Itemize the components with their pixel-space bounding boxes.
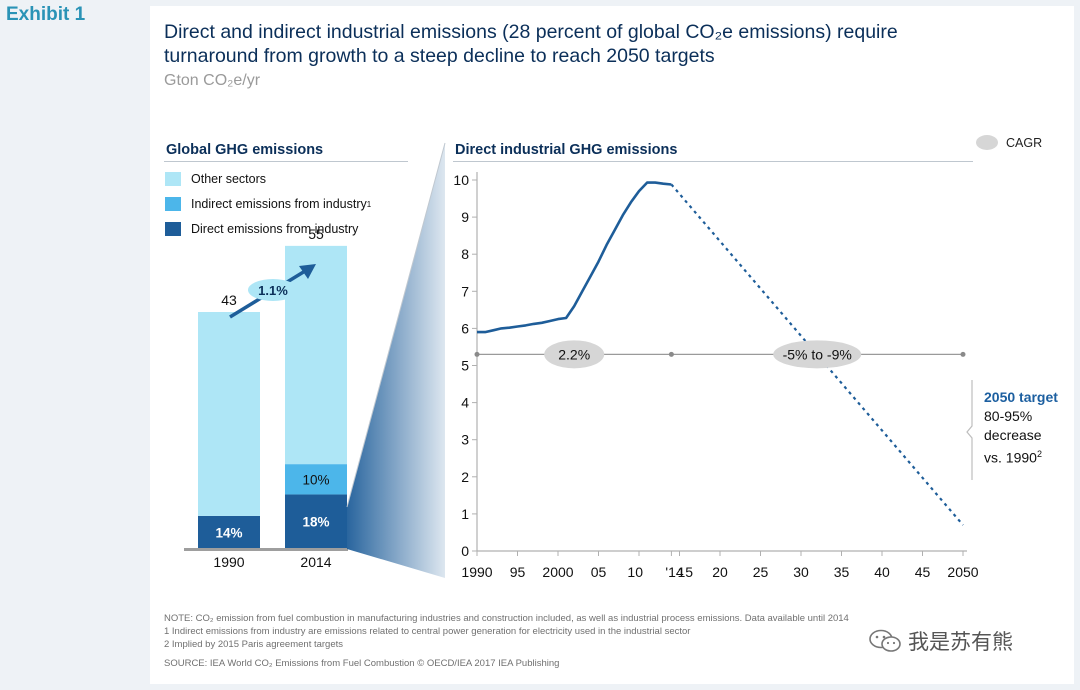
bar-category-label: 1990	[213, 554, 244, 570]
cagr-bubble	[773, 340, 862, 369]
bar-segment-direct	[198, 515, 260, 549]
legend-label: Indirect emissions from industry	[191, 197, 367, 211]
bar-segment-label-indirect: 10%	[302, 472, 329, 487]
cagr-legend-label: CAGR	[1006, 135, 1043, 150]
legend-item: Indirect emissions from industry 1	[165, 197, 371, 211]
x-tick-label: 20	[712, 564, 728, 580]
page-title: Direct and indirect industrial emissions…	[164, 21, 898, 67]
growth-label: 1.1%	[258, 283, 288, 298]
bar-segment-label-direct: 18%	[302, 515, 329, 530]
y-tick-label: 1	[461, 506, 469, 522]
legend-swatch	[165, 172, 181, 186]
x-tick-label: 2050	[947, 564, 978, 580]
zoom-connector	[347, 143, 445, 578]
bar-segment-other	[285, 245, 347, 465]
x-tick-label: 95	[510, 564, 526, 580]
x-tick-label: 05	[591, 564, 607, 580]
bar-baseline	[184, 548, 348, 551]
y-tick-label: 5	[461, 358, 469, 374]
watermark-text: 我是苏有熊	[908, 631, 1013, 654]
target-line-2: decrease	[984, 427, 1042, 443]
x-tick-label: 2000	[542, 564, 573, 580]
legend-item: Direct emissions from industry	[165, 222, 358, 236]
source-line: SOURCE: IEA World CO₂ Emissions from Fue…	[164, 658, 560, 669]
cagr-bubble	[544, 340, 605, 369]
footnotes: NOTE: CO₂ emission from fuel combustion …	[164, 612, 849, 670]
bar-segment-indirect	[285, 464, 347, 495]
line-chart-title: Direct industrial GHG emissions	[455, 142, 678, 158]
x-tick-label: 25	[753, 564, 769, 580]
legend-label: Other sectors	[191, 172, 267, 186]
y-tick-label: 3	[461, 432, 469, 448]
x-tick-label: 35	[834, 564, 850, 580]
watermark: 我是苏有熊	[868, 626, 1013, 656]
cagr-label: -5% to -9%	[783, 346, 852, 362]
legend-swatch	[165, 197, 181, 211]
wechat-icon	[869, 629, 901, 652]
target-line-3: vs. 1990	[984, 449, 1037, 466]
bar-title-rule	[164, 161, 408, 162]
x-tick-label: 30	[793, 564, 809, 580]
cagr-legend-swatch	[976, 135, 998, 150]
y-tick-label: 8	[461, 246, 469, 262]
bar-chart-title: Global GHG emissions	[166, 142, 324, 158]
x-tick-label: 1990	[461, 564, 492, 580]
legend-footnote-mark: 1	[366, 199, 372, 209]
cagr-point	[668, 351, 674, 357]
bar-total-label: 43	[221, 292, 237, 308]
zoom-connector-edge	[346, 142, 446, 508]
y-tick-label: 0	[461, 543, 469, 559]
bar-segment-direct	[285, 494, 347, 549]
target-bracket	[966, 380, 973, 480]
cagr-legend: CAGR	[976, 135, 1042, 150]
x-tick-label: 10	[627, 564, 643, 580]
x-tick-label: 40	[874, 564, 890, 580]
cagr-label: 2.2%	[558, 346, 590, 362]
y-tick-label: 7	[461, 283, 469, 299]
target-heading: 2050 target	[984, 389, 1058, 405]
y-tick-label: 10	[453, 172, 469, 188]
target-2050: 2050 target 80-95% decrease vs. 19902	[984, 388, 1058, 468]
y-tick-label: 4	[461, 395, 469, 411]
growth-bubble	[248, 279, 298, 301]
growth-arrow-head	[299, 264, 316, 279]
legend-swatch	[165, 222, 181, 236]
unit-subtitle: Gton CO₂e/yr	[164, 72, 261, 89]
y-tick-label: 2	[461, 469, 469, 485]
target-line-1: 80-95%	[984, 408, 1033, 424]
exhibit-label: Exhibit 1	[6, 4, 86, 25]
y-tick-label: 6	[461, 320, 469, 336]
x-tick-label: 15	[678, 564, 694, 580]
line-title-rule	[453, 161, 973, 162]
note-line: NOTE: CO₂ emission from fuel combustion …	[164, 613, 849, 624]
x-tick-label: '14	[665, 564, 683, 580]
legend-item: Other sectors	[165, 172, 266, 186]
legend-label: Direct emissions from industry	[191, 222, 359, 236]
note-line: 1 Indirect emissions from industry are e…	[164, 626, 691, 637]
y-tick-label: 9	[461, 209, 469, 225]
cagr-point	[960, 351, 966, 357]
target-footnote-mark: 2	[1036, 449, 1042, 459]
bar-segment-other	[198, 312, 260, 516]
x-tick-label: 45	[915, 564, 931, 580]
bar-total-label: 55	[308, 226, 324, 242]
cagr-point	[474, 351, 480, 357]
historical-line	[477, 181, 672, 334]
bar-segment-label-direct: 14%	[215, 525, 242, 540]
bar-category-label: 2014	[300, 554, 331, 570]
note-line: 2 Implied by 2015 Paris agreement target…	[164, 639, 344, 650]
